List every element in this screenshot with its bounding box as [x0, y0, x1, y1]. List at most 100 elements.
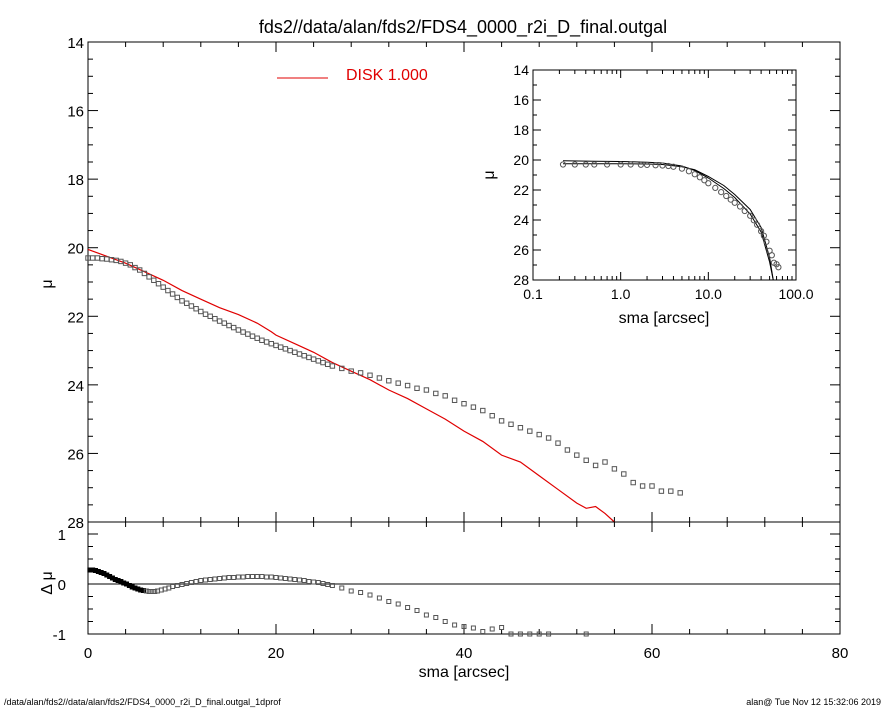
inset-background	[500, 64, 796, 284]
residual-point	[306, 579, 312, 584]
inset-data-point	[670, 163, 677, 170]
data-point	[348, 368, 354, 374]
residual-point	[348, 588, 354, 594]
inset-x-tick-label: 1.0	[611, 286, 631, 302]
data-point	[99, 255, 105, 262]
data-point	[470, 404, 477, 410]
residual-point	[461, 624, 467, 629]
data-point	[536, 431, 542, 438]
residual-point	[470, 625, 476, 631]
residual-point	[546, 631, 552, 637]
residual-point	[146, 589, 152, 594]
data-point	[574, 452, 580, 458]
data-point	[489, 413, 495, 419]
inset-data-point	[750, 217, 757, 224]
inset-data-point	[763, 238, 770, 245]
residual-point	[240, 574, 246, 580]
legend-label: DISK 1.000	[346, 67, 428, 84]
data-point	[564, 447, 571, 453]
data-point	[188, 303, 195, 309]
inset-data-point	[643, 161, 651, 169]
residual-point	[325, 582, 331, 587]
data-point	[137, 267, 143, 273]
inset-data-point	[637, 161, 644, 168]
residual-point	[217, 576, 223, 581]
residual-point	[188, 580, 194, 585]
inset-panel: 14 16 18 20 22 24 26 280.1 1.0 10.0 100.0 sma [arc…	[481, 62, 814, 327]
data-point	[592, 462, 599, 469]
data-point	[545, 435, 552, 441]
data-point	[179, 298, 185, 304]
data-point	[282, 346, 289, 352]
main-y-tick-label: 18	[67, 172, 84, 189]
residual-point	[386, 599, 392, 604]
data-point	[141, 270, 148, 277]
inset-data-point	[678, 165, 686, 172]
residual-point	[273, 575, 279, 580]
residual-point	[264, 574, 270, 580]
data-point	[621, 471, 627, 477]
data-point	[357, 370, 364, 376]
inset-data-point	[723, 192, 730, 200]
residual-point	[480, 629, 486, 634]
residual-point	[452, 622, 458, 628]
data-point	[212, 315, 218, 322]
inset-y-axis-title: μ	[481, 170, 498, 179]
residual-y-tick-label: -1	[53, 627, 66, 644]
data-point	[442, 393, 448, 399]
inset-y-tick-label: 28	[513, 272, 529, 288]
data-point	[160, 284, 166, 290]
residual-point	[140, 588, 146, 593]
residual-point	[527, 631, 533, 637]
data-point	[451, 397, 458, 403]
data-point	[602, 459, 608, 465]
residual-point	[433, 615, 439, 620]
inset-data-point	[591, 161, 598, 168]
residual-point	[297, 577, 302, 583]
inset-data-point	[705, 180, 712, 187]
data-point	[461, 401, 467, 407]
inset-y-tick-label: 20	[513, 152, 529, 168]
data-point	[329, 363, 336, 369]
inset-data-point	[685, 168, 692, 175]
data-point	[649, 483, 655, 489]
residual-y-tick-label: 1	[58, 527, 66, 544]
residual-point	[292, 577, 298, 582]
inset-data-point	[691, 171, 698, 178]
residual-point	[231, 575, 237, 580]
x-tick-label: 80	[832, 645, 849, 662]
main-y-tick-label: 16	[67, 104, 84, 121]
data-point	[235, 327, 242, 333]
data-point	[630, 479, 636, 486]
data-point	[386, 378, 392, 384]
data-point	[90, 255, 96, 261]
residual-point	[320, 581, 326, 586]
data-point	[301, 353, 307, 359]
residual-point	[339, 585, 345, 591]
main-y-tick-label: 22	[67, 309, 84, 326]
data-point	[151, 277, 157, 283]
residual-point	[226, 575, 232, 580]
residual-point	[315, 580, 321, 585]
data-point	[165, 287, 171, 294]
data-point	[508, 421, 514, 427]
main-y-tick-label: 24	[67, 378, 84, 395]
data-point	[193, 306, 199, 312]
residual-point	[268, 574, 274, 580]
data-point	[240, 329, 246, 335]
data-point	[263, 339, 270, 345]
inset-data-point	[754, 221, 761, 228]
residual-point	[203, 577, 208, 583]
main-y-tick-label: 26	[67, 446, 84, 463]
data-point	[480, 407, 486, 414]
residual-point	[250, 574, 255, 579]
inset-y-tick-label: 26	[513, 242, 529, 258]
data-point	[231, 324, 237, 331]
residual-y-axis-title: Δ μ	[39, 571, 56, 594]
residual-point	[245, 574, 251, 579]
data-point	[292, 349, 298, 355]
inset-data-point	[775, 264, 782, 271]
data-point	[207, 313, 213, 319]
